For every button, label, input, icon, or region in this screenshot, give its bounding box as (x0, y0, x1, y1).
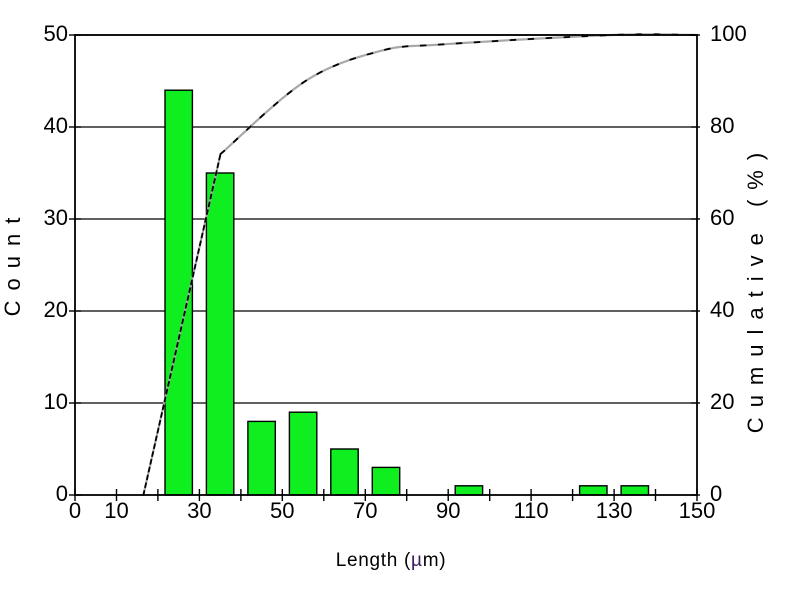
svg-text:20: 20 (44, 297, 68, 322)
svg-text:Cumulative (%): Cumulative (%) (743, 143, 768, 433)
svg-text:90: 90 (436, 498, 460, 523)
svg-text:60: 60 (710, 205, 734, 230)
svg-text:110: 110 (514, 498, 549, 523)
svg-text:50: 50 (270, 498, 294, 523)
svg-text:0: 0 (56, 481, 68, 506)
svg-text:130: 130 (596, 498, 633, 523)
svg-text:10: 10 (44, 389, 68, 414)
svg-text:Count: Count (0, 208, 25, 317)
svg-text:40: 40 (710, 297, 734, 322)
svg-text:Length (µm): Length (µm) (336, 550, 447, 571)
svg-text:0: 0 (69, 498, 81, 523)
svg-text:20: 20 (710, 389, 734, 414)
svg-text:40: 40 (44, 113, 68, 138)
svg-text:10: 10 (104, 498, 128, 523)
svg-text:70: 70 (353, 498, 377, 523)
svg-text:100: 100 (710, 21, 747, 46)
svg-text:80: 80 (710, 113, 734, 138)
svg-text:0: 0 (710, 481, 722, 506)
svg-text:50: 50 (44, 21, 68, 46)
svg-text:30: 30 (187, 498, 211, 523)
svg-text:30: 30 (44, 205, 68, 230)
